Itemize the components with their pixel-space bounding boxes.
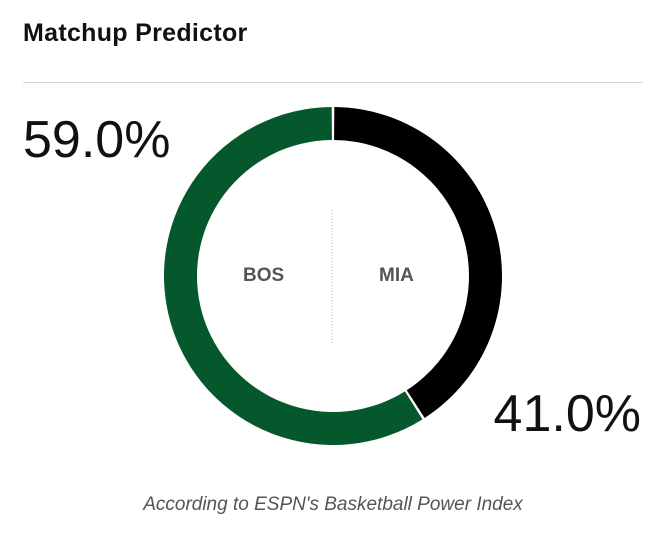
widget-title: Matchup Predictor [23, 19, 248, 47]
home-team-label: BOS [243, 265, 285, 286]
away-team-label: MIA [379, 265, 414, 286]
home-win-percentage: 59.0% [23, 111, 171, 169]
away-win-percentage: 41.0% [493, 385, 641, 443]
source-footnote: According to ESPN's Basketball Power Ind… [143, 494, 523, 515]
donut-slice-bos [163, 107, 423, 446]
donut-slice-mia [334, 107, 503, 418]
header-divider [23, 82, 643, 83]
